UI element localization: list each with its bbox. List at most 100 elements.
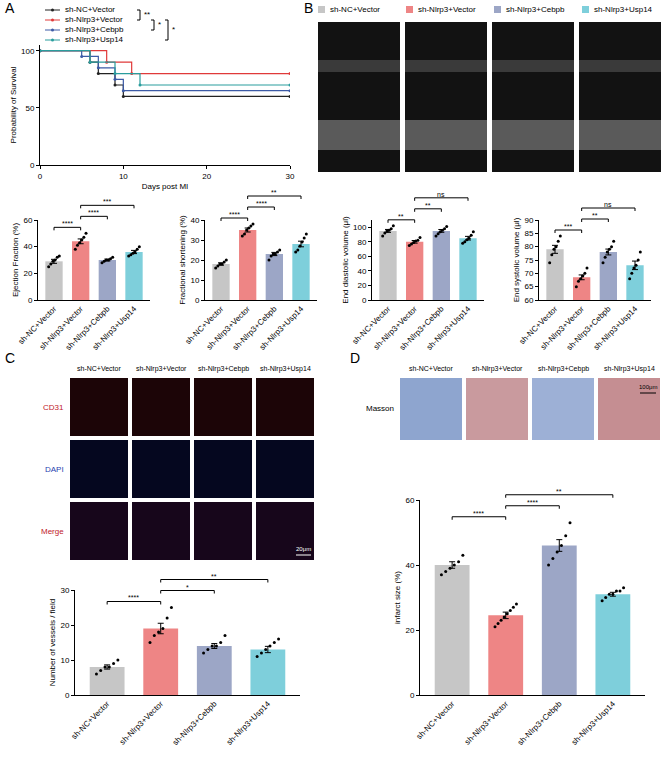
svg-text:****: **** [128,594,139,601]
svg-text:sh-NC+Vector: sh-NC+Vector [77,365,121,372]
svg-text:100μm: 100μm [639,384,657,390]
svg-text:sh-Nlrp3+Vector: sh-Nlrp3+Vector [136,365,187,373]
svg-text:sh-Nlrp3+Vector: sh-Nlrp3+Vector [418,5,476,14]
svg-text:Fractional shortening (%): Fractional shortening (%) [178,215,187,305]
svg-text:75: 75 [524,256,533,265]
svg-text:10: 10 [60,656,69,665]
svg-text:sh-NC+Vector: sh-NC+Vector [518,304,560,346]
svg-text:20: 20 [357,281,366,290]
svg-text:sh-Nlrp3+Cebpb: sh-Nlrp3+Cebpb [506,5,565,14]
svg-text:40: 40 [190,216,199,225]
svg-text:sh-NC+Vector: sh-NC+Vector [17,304,59,346]
svg-text:0: 0 [410,691,415,700]
svg-text:**: ** [398,213,404,220]
svg-text:80: 80 [524,242,533,251]
svg-text:**: ** [271,189,277,196]
svg-text:10: 10 [119,172,128,181]
svg-text:sh-Nlrp3+Cebpb: sh-Nlrp3+Cebpb [65,25,124,34]
svg-text:Masson: Masson [366,404,394,413]
svg-text:End diastolic volume (μl): End diastolic volume (μl) [341,216,350,304]
svg-text:sh-Nlrp3+Usp14: sh-Nlrp3+Usp14 [258,304,306,352]
svg-text:sh-Nlrp3+Cebpb: sh-Nlrp3+Cebpb [231,304,279,352]
svg-text:70: 70 [524,269,533,278]
svg-text:sh-Nlrp3+Usp14: sh-Nlrp3+Usp14 [570,699,618,747]
svg-text:sh-Nlrp3+Cebpb: sh-Nlrp3+Cebpb [64,304,112,352]
svg-text:sh-Nlrp3+Usp14: sh-Nlrp3+Usp14 [225,699,273,747]
svg-text:ns: ns [437,191,445,198]
svg-text:20: 20 [190,256,199,265]
svg-text:60: 60 [357,252,366,261]
svg-text:20: 20 [23,269,32,278]
svg-text:sh-Nlrp3+Usp14: sh-Nlrp3+Usp14 [594,5,653,14]
svg-text:sh-Nlrp3+Vector: sh-Nlrp3+Vector [463,699,510,746]
svg-text:sh-Nlrp3+Vector: sh-Nlrp3+Vector [38,304,85,351]
svg-text:**: ** [144,10,150,19]
svg-text:****: **** [256,200,267,207]
svg-text:D: D [350,350,360,366]
svg-text:90: 90 [524,216,533,225]
svg-text:40: 40 [357,267,366,276]
svg-text:20: 20 [202,172,211,181]
svg-text:100: 100 [353,223,367,232]
svg-text:***: *** [564,223,572,230]
svg-text:30: 30 [190,236,199,245]
svg-text:****: **** [229,211,240,218]
svg-text:sh-Nlrp3+Vector: sh-Nlrp3+Vector [372,304,419,351]
svg-text:80: 80 [357,238,366,247]
svg-text:20μm: 20μm [296,546,311,552]
svg-text:65: 65 [524,282,533,291]
svg-text:sh-Nlrp3+Usp14: sh-Nlrp3+Usp14 [65,35,124,44]
svg-text:sh-Nlrp3+Usp14: sh-Nlrp3+Usp14 [425,304,473,352]
svg-text:sh-NC+Vector: sh-NC+Vector [65,5,115,14]
svg-text:sh-Nlrp3+Usp14: sh-Nlrp3+Usp14 [604,365,655,373]
svg-text:20: 20 [405,626,414,635]
svg-text:CD31: CD31 [43,403,64,412]
svg-text:End systolic volume (μl): End systolic volume (μl) [512,217,521,302]
svg-text:sh-Nlrp3+Cebpb: sh-Nlrp3+Cebpb [398,304,446,352]
svg-text:85: 85 [524,229,533,238]
svg-text:50: 50 [25,104,34,113]
svg-text:**: ** [556,488,562,495]
svg-text:sh-Nlrp3+Cebpb: sh-Nlrp3+Cebpb [171,699,219,747]
svg-text:20: 20 [60,621,69,630]
svg-text:0: 0 [195,296,200,305]
svg-text:60: 60 [23,216,32,225]
svg-text:sh-Nlrp3+Usp14: sh-Nlrp3+Usp14 [592,304,640,352]
svg-text:0: 0 [65,691,70,700]
svg-text:30: 30 [60,586,69,595]
svg-text:sh-NC+Vector: sh-NC+Vector [330,5,380,14]
svg-text:0: 0 [362,296,367,305]
svg-text:10: 10 [190,276,199,285]
svg-text:sh-Nlrp3+Usp14: sh-Nlrp3+Usp14 [260,365,311,373]
svg-text:A: A [5,0,15,16]
svg-text:Probability of Survival: Probability of Survival [9,66,18,143]
svg-text:40: 40 [23,242,32,251]
svg-text:sh-Nlrp3+Cebpb: sh-Nlrp3+Cebpb [538,365,589,373]
svg-text:****: **** [473,510,484,517]
svg-text:****: **** [88,209,99,216]
svg-text:0: 0 [28,296,33,305]
svg-text:0: 0 [38,172,43,181]
svg-text:sh-Nlrp3+Vector: sh-Nlrp3+Vector [539,304,586,351]
svg-text:40: 40 [405,561,414,570]
svg-text:60: 60 [405,496,414,505]
svg-text:Merge: Merge [41,527,64,536]
svg-text:sh-Nlrp3+Usp14: sh-Nlrp3+Usp14 [91,304,139,352]
svg-text:sh-Nlrp3+Cebpb: sh-Nlrp3+Cebpb [198,365,249,373]
svg-text:sh-NC+Vector: sh-NC+Vector [409,365,453,372]
svg-text:Days post MI: Days post MI [142,182,189,191]
svg-text:Ejection Fraction (%): Ejection Fraction (%) [11,223,20,298]
svg-text:infarct size (%): infarct size (%) [393,571,402,624]
svg-text:sh-Nlrp3+Cebpb: sh-Nlrp3+Cebpb [516,699,564,747]
svg-text:0: 0 [30,161,35,170]
svg-text:DAPI: DAPI [45,465,64,474]
svg-text:****: **** [62,220,73,227]
svg-text:**: ** [592,212,598,219]
svg-text:*: * [186,584,189,591]
svg-text:sh-Nlrp3+Cebpb: sh-Nlrp3+Cebpb [565,304,613,352]
svg-text:***: *** [103,198,111,205]
svg-text:sh-NC+Vector: sh-NC+Vector [184,304,226,346]
svg-text:sh-NC+Vector: sh-NC+Vector [70,699,112,741]
svg-text:*: * [158,20,161,29]
svg-text:sh-Nlrp3+Vector: sh-Nlrp3+Vector [472,365,523,373]
